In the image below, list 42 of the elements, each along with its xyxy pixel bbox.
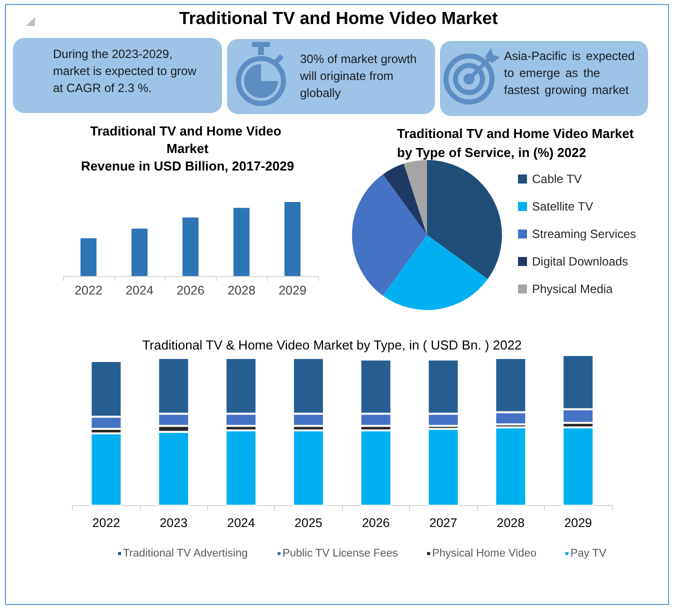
bar (428, 428, 459, 506)
x-tick-label: 2022 (92, 516, 120, 530)
bar (90, 433, 122, 506)
text: Asia-Pacific is expected to emerge as the fastest growing market (504, 48, 636, 99)
x-tick-label: 2025 (294, 516, 322, 530)
legend-label: Digital Downloads (532, 254, 628, 268)
legend-label: Streaming Services (532, 227, 636, 241)
x-tick-label: 2027 (429, 516, 458, 530)
legend-label: Physical Home Video (432, 548, 536, 560)
x-tick-label: 2023 (160, 516, 188, 530)
text: During the 2023-2029, market is expected to grow at CAGR of 2.3 %. (53, 46, 198, 97)
x-tick-label: 2029 (278, 284, 306, 298)
x-tick-label: 2028 (228, 284, 256, 298)
x-tick-label: 2026 (176, 284, 204, 298)
bar (226, 430, 257, 506)
x-tick-label: 2029 (564, 516, 592, 530)
bar (80, 238, 96, 276)
bar (292, 430, 324, 506)
bar (495, 427, 526, 506)
chart-title: Traditional TV and Home Video Market by Type of Service, in (%) 2022 (397, 126, 638, 160)
x-tick-label: 2024 (126, 284, 154, 298)
x-tick-label: 2024 (227, 516, 255, 530)
legend-label: Pay TV (570, 548, 607, 560)
x-tick-label: 2022 (74, 284, 102, 298)
bar (234, 208, 250, 276)
chart-title: Traditional TV and Home Video Market (90, 123, 285, 156)
chart-subtitle: Revenue in USD Billion, 2017-2029 (80, 158, 294, 174)
legend-label: Cable TV (532, 172, 582, 186)
x-tick-label: 2028 (496, 516, 525, 530)
text: 30% of market growth will originate from globally (300, 51, 418, 102)
bar (562, 427, 594, 506)
chart-title: Traditional TV & Home Video Market by Type, in ( USD Bn. ) 2022 (142, 338, 522, 352)
bar (182, 218, 198, 276)
bar (132, 228, 148, 276)
text: Traditional TV and Home Video Market (178, 8, 499, 28)
legend-label: Physical Media (532, 282, 614, 296)
bar (360, 430, 392, 506)
legend-label: Public TV License Fees (282, 548, 398, 560)
legend-label: Traditional TV Advertising (123, 548, 248, 560)
legend-label: Satellite TV (532, 200, 594, 214)
bar (284, 202, 300, 276)
x-tick-label: 2026 (362, 516, 390, 530)
